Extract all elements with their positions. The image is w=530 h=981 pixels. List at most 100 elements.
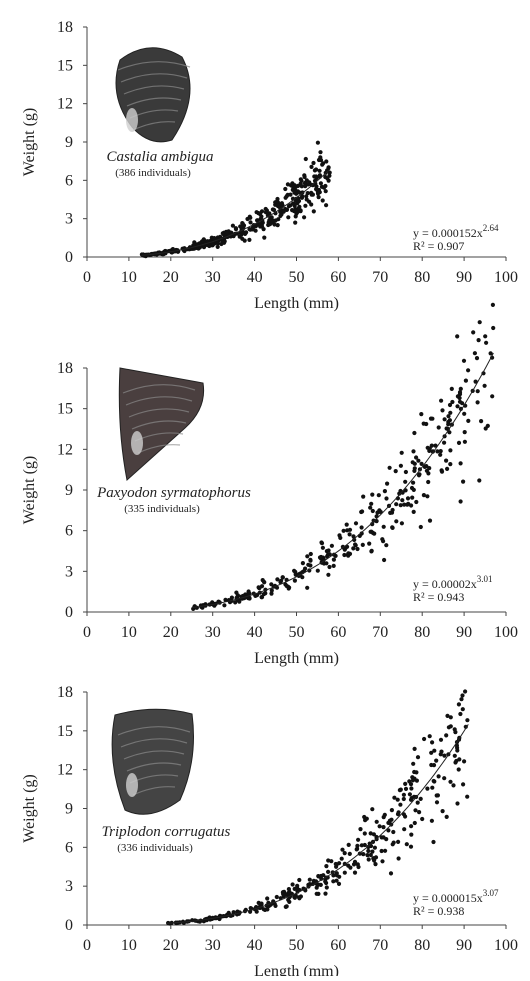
data-point bbox=[274, 894, 279, 900]
data-point bbox=[409, 503, 414, 508]
data-point bbox=[405, 502, 410, 507]
data-point bbox=[247, 595, 252, 600]
data-point bbox=[329, 543, 334, 548]
data-point bbox=[483, 334, 488, 339]
data-point bbox=[449, 386, 454, 391]
data-point bbox=[314, 167, 319, 172]
data-point bbox=[323, 891, 328, 896]
data-point bbox=[460, 401, 465, 406]
data-point bbox=[220, 231, 225, 236]
data-point bbox=[440, 408, 445, 413]
data-point bbox=[222, 603, 227, 608]
data-point bbox=[315, 191, 321, 196]
data-point bbox=[220, 240, 225, 245]
data-point bbox=[286, 204, 292, 209]
y-axis-label: Weight (g) bbox=[21, 774, 38, 842]
r-squared: R² = 0.938 bbox=[413, 904, 464, 918]
data-point bbox=[479, 419, 484, 424]
data-point bbox=[450, 399, 455, 405]
data-point bbox=[311, 160, 316, 166]
data-point bbox=[426, 471, 431, 476]
data-point bbox=[247, 227, 252, 232]
data-point bbox=[405, 496, 411, 501]
data-point bbox=[286, 897, 291, 903]
data-point bbox=[342, 870, 347, 875]
chart-panel-3: 0 3 6 9 12 15 18 0 10 20 30 40 50 60 70 80 90 100 Length (… bbox=[21, 684, 518, 980]
data-point bbox=[259, 595, 264, 600]
data-point bbox=[412, 746, 417, 752]
data-point bbox=[358, 827, 363, 832]
data-point bbox=[459, 697, 464, 702]
data-point bbox=[233, 600, 238, 605]
data-point bbox=[327, 552, 332, 557]
x-tick-label: 20 bbox=[163, 624, 179, 641]
data-point bbox=[242, 238, 247, 243]
data-point bbox=[229, 595, 234, 600]
data-point bbox=[293, 198, 299, 203]
data-point bbox=[474, 356, 480, 361]
data-point bbox=[327, 564, 332, 570]
data-point bbox=[374, 819, 379, 824]
x-tick-label: 90 bbox=[456, 269, 472, 286]
data-point bbox=[393, 469, 398, 474]
y-tick-label: 9 bbox=[65, 482, 73, 499]
data-point bbox=[305, 191, 310, 196]
data-point bbox=[354, 847, 359, 852]
data-point bbox=[457, 757, 462, 762]
data-point bbox=[292, 894, 297, 900]
x-tick-label: 60 bbox=[330, 624, 346, 641]
data-point bbox=[414, 778, 419, 783]
data-point bbox=[396, 810, 401, 815]
data-point bbox=[305, 585, 310, 590]
data-point bbox=[369, 501, 374, 506]
data-point bbox=[326, 572, 331, 577]
fit-equation: y = 0.000015x3.07 bbox=[413, 888, 499, 905]
data-point bbox=[447, 430, 452, 435]
data-point bbox=[290, 208, 295, 213]
data-point bbox=[411, 509, 416, 514]
data-point bbox=[445, 466, 450, 471]
data-point bbox=[401, 796, 406, 802]
data-point bbox=[288, 183, 294, 188]
data-point bbox=[465, 718, 470, 723]
data-point bbox=[382, 812, 387, 818]
data-point bbox=[299, 184, 304, 189]
data-point bbox=[390, 842, 395, 847]
data-point bbox=[435, 793, 440, 798]
y-axis-label: Weight (g) bbox=[21, 108, 38, 176]
data-point bbox=[341, 528, 346, 533]
data-point bbox=[390, 507, 395, 513]
data-point bbox=[298, 209, 303, 214]
data-point bbox=[324, 203, 329, 208]
data-point bbox=[361, 852, 366, 857]
data-point bbox=[360, 509, 365, 514]
data-point bbox=[448, 779, 453, 784]
data-point bbox=[420, 816, 425, 822]
data-point bbox=[458, 461, 463, 466]
data-point bbox=[267, 211, 272, 216]
data-point bbox=[307, 877, 312, 882]
data-point bbox=[403, 814, 408, 819]
data-point bbox=[456, 767, 461, 772]
data-point bbox=[304, 178, 309, 183]
data-point bbox=[466, 368, 471, 373]
data-point bbox=[372, 845, 377, 850]
data-point bbox=[409, 786, 414, 791]
data-point bbox=[434, 758, 439, 763]
data-point bbox=[413, 808, 418, 813]
data-point bbox=[436, 425, 441, 430]
data-point bbox=[292, 578, 297, 583]
data-point bbox=[305, 554, 310, 559]
data-point bbox=[366, 848, 371, 854]
data-point bbox=[321, 873, 326, 878]
y-tick-label: 18 bbox=[57, 19, 73, 36]
data-point bbox=[318, 150, 323, 155]
y-tick-label: 15 bbox=[57, 401, 73, 418]
data-point bbox=[461, 782, 466, 787]
data-point bbox=[427, 518, 433, 523]
data-point bbox=[259, 584, 265, 589]
data-point bbox=[379, 848, 384, 854]
data-point bbox=[427, 466, 432, 471]
x-tick-label: 20 bbox=[163, 937, 179, 954]
data-point bbox=[280, 575, 285, 580]
